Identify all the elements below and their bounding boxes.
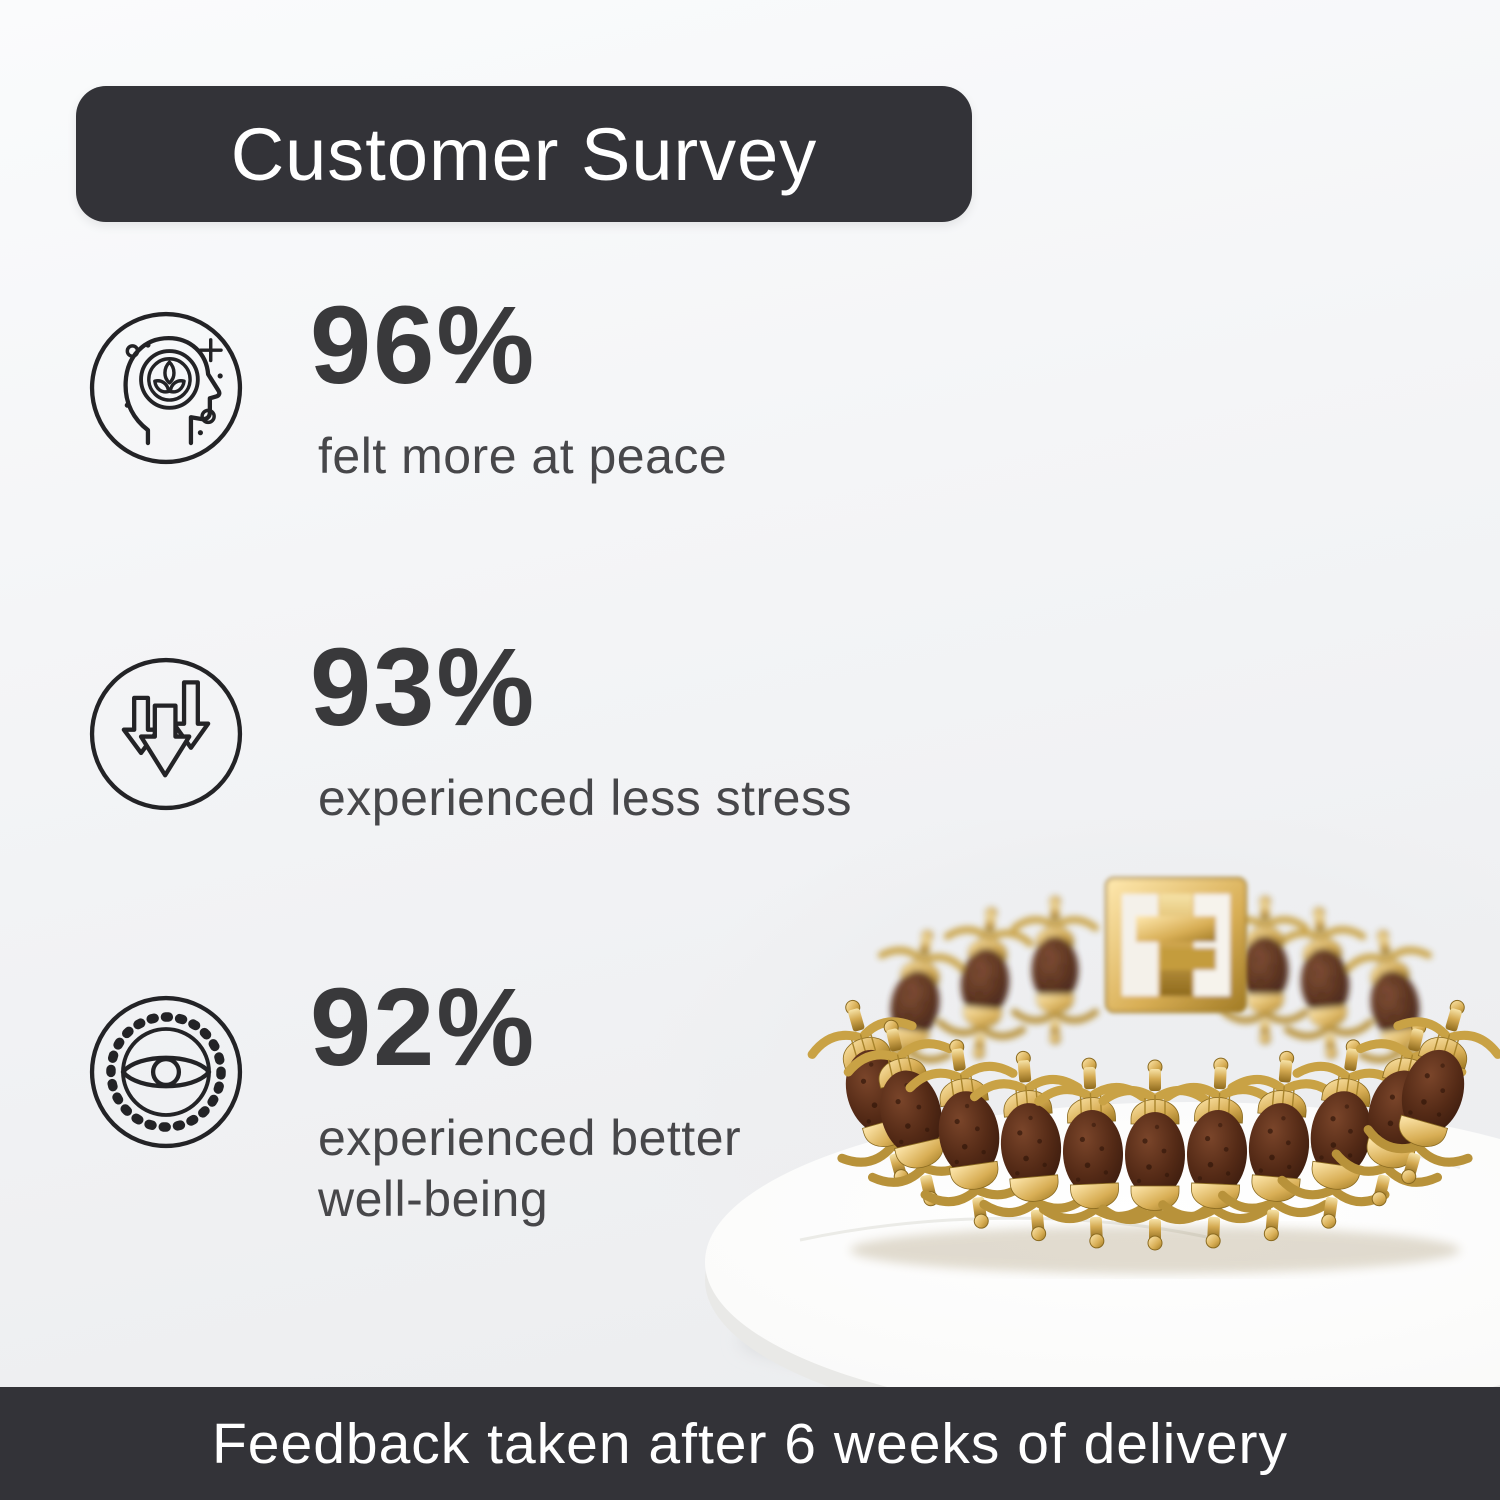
header-badge: Customer Survey [76, 86, 972, 222]
well-being-eye-icon [80, 986, 252, 1158]
stat-text-stress: 93% experienced less stress [310, 630, 852, 829]
product-photo [620, 820, 1500, 1390]
header-badge-label: Customer Survey [230, 112, 818, 196]
stat-row-stress: 93% experienced less stress [80, 630, 852, 829]
footer-note-bar: Feedback taken after 6 weeks of delivery [0, 1387, 1500, 1500]
stat-percent: 93% [310, 626, 537, 749]
stat-caption: experienced better well-being [318, 1109, 742, 1227]
stat-percent: 92% [310, 966, 537, 1089]
stat-row-peace: 96% felt more at peace [80, 288, 727, 487]
stat-percent: 96% [310, 284, 537, 407]
stat-row-wellbeing: 92% experienced better well-being [80, 970, 748, 1230]
footer-note-text: Feedback taken after 6 weeks of delivery [211, 1411, 1289, 1476]
stat-text-wellbeing: 92% experienced better well-being [310, 970, 748, 1230]
stress-reduction-icon [80, 648, 252, 820]
stat-caption: felt more at peace [318, 427, 728, 484]
stat-text-peace: 96% felt more at peace [310, 288, 727, 487]
stat-caption: experienced less stress [318, 769, 852, 826]
mind-peace-icon [80, 302, 252, 474]
